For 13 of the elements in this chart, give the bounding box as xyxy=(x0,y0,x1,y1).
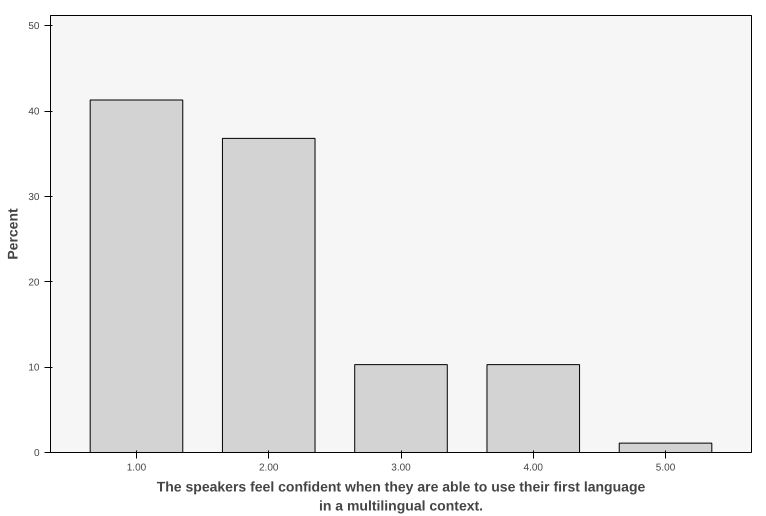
x-tick-label: 2.00 xyxy=(259,462,279,474)
x-tick-label: 4.00 xyxy=(524,462,544,474)
x-tick-label: 5.00 xyxy=(656,462,676,474)
x-tick-label: 3.00 xyxy=(391,462,412,474)
x-axis-title: The speakers feel confident when they are able to use their first language in a multilingual context. xyxy=(156,478,646,514)
y-tick-label: 40 xyxy=(28,106,40,118)
y-axis-title: Percent xyxy=(4,208,20,260)
y-tick-label: 0 xyxy=(34,448,40,459)
y-tick-label: 30 xyxy=(28,192,40,203)
y-tick-label: 50 xyxy=(28,21,40,32)
y-tick-label: 20 xyxy=(28,277,40,288)
y-tick-label: 10 xyxy=(28,362,40,374)
x-tick-label: 1.00 xyxy=(126,462,147,474)
